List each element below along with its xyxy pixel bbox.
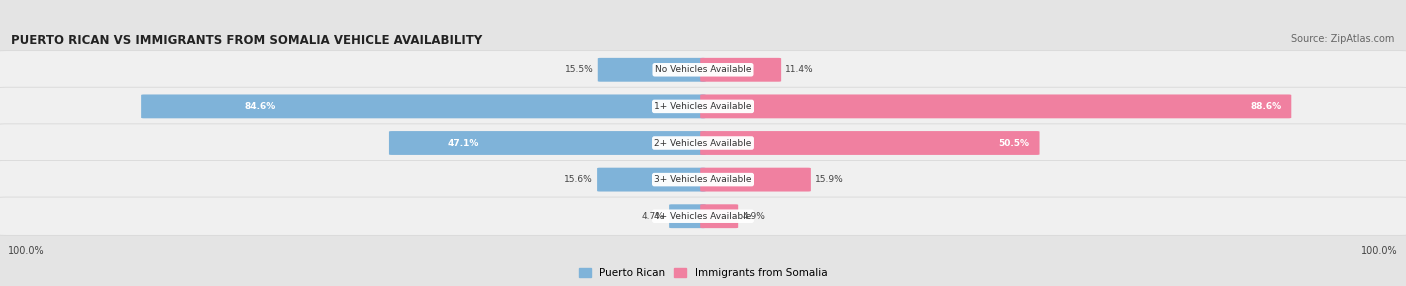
Text: 15.9%: 15.9% (815, 175, 844, 184)
Text: 4+ Vehicles Available: 4+ Vehicles Available (654, 212, 752, 221)
Text: 11.4%: 11.4% (786, 65, 814, 74)
Legend: Puerto Rican, Immigrants from Somalia: Puerto Rican, Immigrants from Somalia (579, 268, 827, 278)
Text: No Vehicles Available: No Vehicles Available (655, 65, 751, 74)
Text: 2+ Vehicles Available: 2+ Vehicles Available (654, 138, 752, 148)
Text: PUERTO RICAN VS IMMIGRANTS FROM SOMALIA VEHICLE AVAILABILITY: PUERTO RICAN VS IMMIGRANTS FROM SOMALIA … (11, 34, 482, 47)
Text: 1+ Vehicles Available: 1+ Vehicles Available (654, 102, 752, 111)
Text: 4.7%: 4.7% (643, 212, 665, 221)
Text: 4.9%: 4.9% (742, 212, 765, 221)
Text: 84.6%: 84.6% (245, 102, 276, 111)
Text: 50.5%: 50.5% (998, 138, 1029, 148)
Text: 100.0%: 100.0% (1361, 246, 1398, 256)
Text: Source: ZipAtlas.com: Source: ZipAtlas.com (1291, 34, 1395, 44)
Text: 47.1%: 47.1% (447, 138, 479, 148)
Text: 15.5%: 15.5% (565, 65, 593, 74)
Text: 100.0%: 100.0% (8, 246, 45, 256)
Text: 15.6%: 15.6% (564, 175, 593, 184)
Text: 88.6%: 88.6% (1250, 102, 1281, 111)
Text: 3+ Vehicles Available: 3+ Vehicles Available (654, 175, 752, 184)
